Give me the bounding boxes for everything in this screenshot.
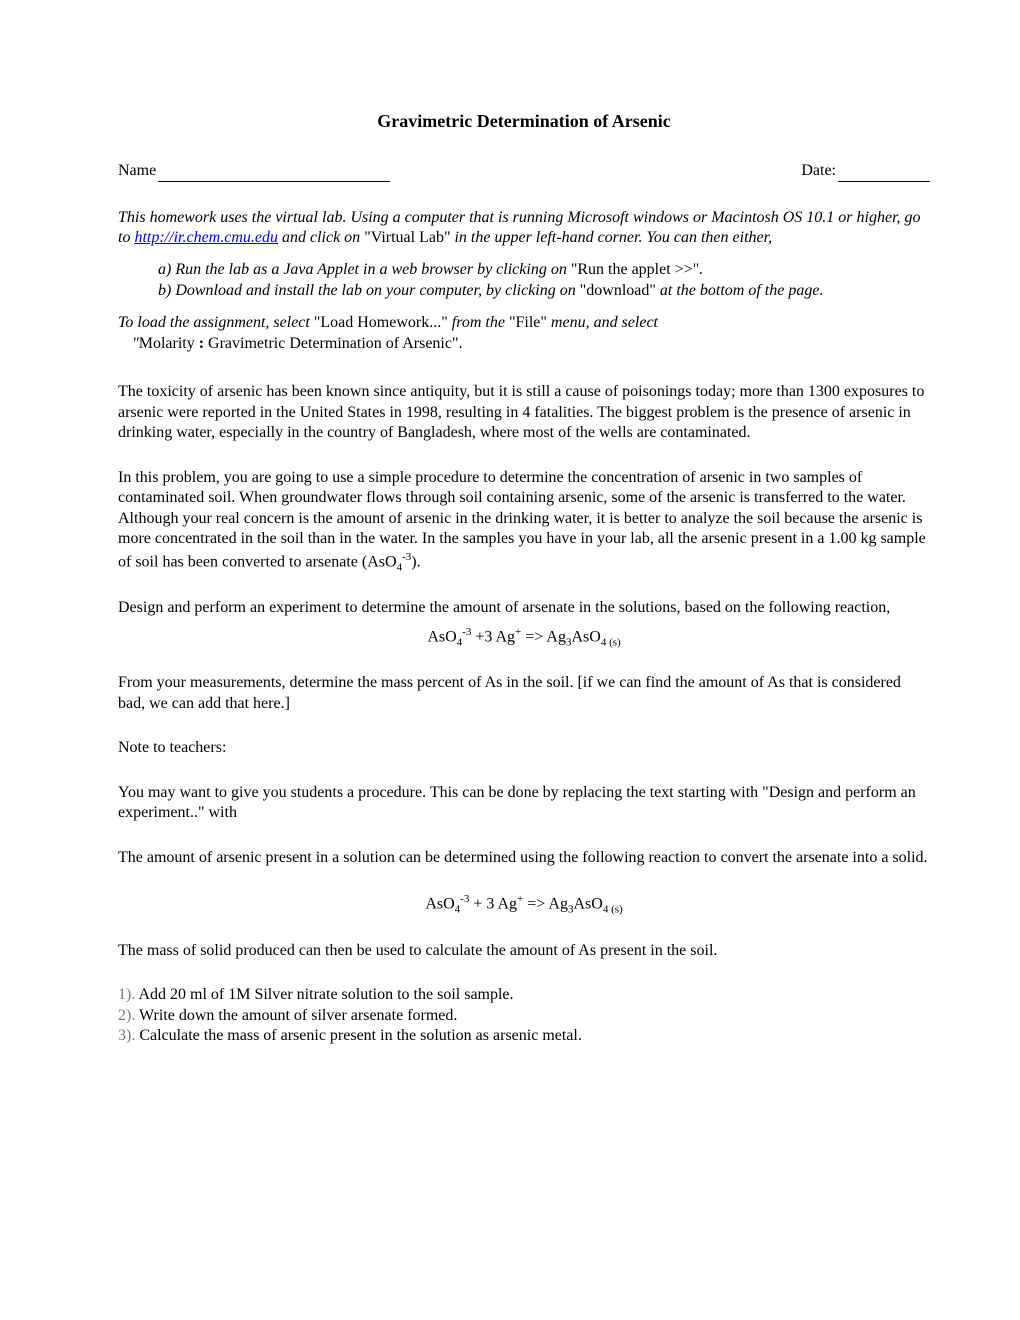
eq1-sub4s: 4 (s) <box>601 636 621 648</box>
note-to-teachers: Note to teachers: <box>118 738 930 758</box>
load-line-2: "Molarity : Gravimetric Determination of… <box>132 334 930 354</box>
paragraph-teachers: You may want to give you students a proc… <box>118 783 930 824</box>
step-3: 3). Calculate the mass of arsenic presen… <box>118 1026 930 1046</box>
option-b: b) Download and install the lab on your … <box>158 281 930 301</box>
name-field: Name <box>118 161 390 181</box>
load-q1: "Load Homework..." <box>314 314 448 331</box>
eq2-sub4: 4 <box>455 904 461 916</box>
date-field: Date: <box>801 161 930 181</box>
intro-text-3: in the upper left-hand corner. You can t… <box>450 229 772 246</box>
step-2: 2). Write down the amount of silver arse… <box>118 1006 930 1026</box>
document-page: Gravimetric Determination of Arsenic Nam… <box>0 0 1020 1320</box>
option-a-text: a) Run the lab as a Java Applet in a web… <box>158 261 571 278</box>
step-3-text: Calculate the mass of arsenic present in… <box>139 1027 582 1044</box>
option-a: a) Run the lab as a Java Applet in a web… <box>158 260 930 280</box>
step-2-text: Write down the amount of silver arsenate… <box>139 1007 457 1024</box>
eq2-sub4s: 4 (s) <box>603 904 623 916</box>
eq2-aso: AsO <box>573 895 602 912</box>
paragraph-conversion: The amount of arsenic present in a solut… <box>118 848 930 868</box>
load-instructions: To load the assignment, select "Load Hom… <box>118 313 930 354</box>
intro-quote-1: "Virtual Lab" <box>364 229 450 246</box>
paragraph-procedure: In this problem, you are going to use a … <box>118 468 930 574</box>
step-3-num: 3). <box>118 1027 139 1044</box>
eq1-supm3: -3 <box>462 626 471 638</box>
load-l1c: menu, and select <box>547 314 658 331</box>
load-colon: : <box>199 335 208 352</box>
equation-2: AsO4-3 + 3 Ag+ => Ag3AsO4 (s) <box>118 892 930 917</box>
paragraph-design: Design and perform an experiment to dete… <box>118 598 930 618</box>
intro-block: This homework uses the virtual lab. Usin… <box>118 208 930 249</box>
eq2-supm3: -3 <box>460 893 469 905</box>
load-openq: " <box>132 335 139 352</box>
step-1-text: Add 20 ml of 1M Silver nitrate solution … <box>138 986 513 1003</box>
load-q2: "File" <box>509 314 547 331</box>
paragraph-toxicity: The toxicity of arsenic has been known s… <box>118 382 930 443</box>
eq1-aso: AsO <box>571 628 600 645</box>
option-a-tail: . <box>699 261 703 278</box>
step-2-num: 2). <box>118 1007 139 1024</box>
option-a-quote: "Run the applet >>" <box>571 261 699 278</box>
eq2-lhs: AsO <box>425 895 454 912</box>
p2-supm3: -3 <box>402 551 411 563</box>
lab-url-link[interactable]: http://ir.chem.cmu.edu <box>134 229 278 246</box>
load-l1b: from the <box>448 314 509 331</box>
load-line-1: To load the assignment, select "Load Hom… <box>118 313 930 333</box>
intro-text-2: and click on <box>278 229 364 246</box>
steps-list: 1). Add 20 ml of 1M Silver nitrate solut… <box>118 985 930 1046</box>
eq1-plus: +3 Ag <box>471 628 515 645</box>
paragraph-measurements: From your measurements, determine the ma… <box>118 673 930 714</box>
date-label: Date: <box>801 161 836 181</box>
p2-text-a: In this problem, you are going to use a … <box>118 469 926 570</box>
load-molarity: Molarity <box>139 335 199 352</box>
equation-1: AsO4-3 +3 Ag+ => Ag3AsO4 (s) <box>118 625 930 650</box>
option-b-text: b) Download and install the lab on your … <box>158 282 580 299</box>
eq2-arrow: => Ag <box>523 895 568 912</box>
eq1-arrow: => Ag <box>521 628 566 645</box>
name-blank[interactable] <box>158 167 390 182</box>
load-l1a: To load the assignment, select <box>118 314 314 331</box>
p2-text-b: ). <box>411 553 420 570</box>
load-rest: Gravimetric Determination of Arsenic". <box>208 335 462 352</box>
step-1-num: 1). <box>118 986 138 1003</box>
step-1: 1). Add 20 ml of 1M Silver nitrate solut… <box>118 985 930 1005</box>
date-blank[interactable] <box>838 167 930 182</box>
page-title: Gravimetric Determination of Arsenic <box>118 110 930 133</box>
options-list: a) Run the lab as a Java Applet in a web… <box>158 260 930 301</box>
name-label: Name <box>118 161 156 181</box>
name-date-row: Name Date: <box>118 161 930 181</box>
eq1-lhs: AsO <box>427 628 456 645</box>
paragraph-mass: The mass of solid produced can then be u… <box>118 941 930 961</box>
option-b-quote: "download" <box>580 282 656 299</box>
option-b-tail: at the bottom of the page. <box>656 282 824 299</box>
eq2-plus: + 3 Ag <box>469 895 517 912</box>
